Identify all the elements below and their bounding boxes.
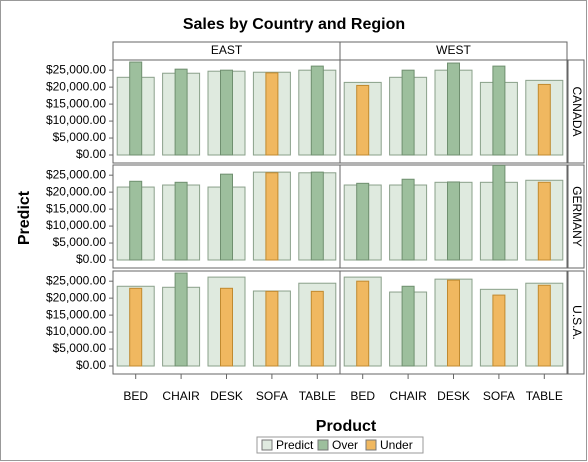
legend-label: Over: [332, 438, 358, 452]
legend-swatch: [261, 439, 273, 451]
legend-label: Under: [380, 438, 413, 452]
actual-bar: [265, 172, 279, 261]
y-tick-label: $0.00: [76, 252, 106, 266]
x-tick-label: SOFA: [483, 389, 515, 403]
y-tick-label: $10,000.00: [46, 324, 106, 338]
x-tick-label: SOFA: [256, 389, 288, 403]
actual-bar: [220, 173, 233, 261]
y-tick-label: $0.00: [76, 358, 106, 372]
x-tick-label: CHAIR: [162, 389, 200, 403]
actual-bar: [174, 181, 188, 261]
y-tick-label: $15,000.00: [46, 96, 106, 110]
actual-bar: [220, 69, 233, 156]
row-header: [567, 59, 585, 164]
y-tick-label: $5,000.00: [53, 341, 107, 355]
actual-bar: [401, 178, 415, 261]
actual-bar: [492, 65, 506, 156]
y-tick-label: $10,000.00: [46, 113, 106, 127]
actual-bar: [447, 181, 460, 261]
y-axis-title: Predict: [16, 190, 33, 245]
panel: [339, 164, 568, 269]
actual-bar: [356, 182, 370, 261]
actual-bar: [447, 279, 460, 367]
column-label: EAST: [211, 43, 243, 57]
row-header: [567, 270, 585, 375]
actual-bar: [401, 285, 415, 367]
y-tick-label: $25,000.00: [46, 167, 106, 181]
actual-bar: [492, 164, 506, 261]
actual-bar: [401, 69, 415, 156]
legend-swatch: [365, 439, 377, 451]
actual-bar: [129, 61, 143, 156]
actual-bar: [310, 65, 324, 156]
actual-bar: [492, 294, 506, 367]
x-tick-label: DESK: [210, 389, 243, 403]
x-tick-label: DESK: [437, 389, 470, 403]
y-tick-label: $5,000.00: [53, 235, 107, 249]
legend-box: [256, 436, 424, 454]
y-tick-label: $25,000.00: [46, 273, 106, 287]
chart-title: Sales by Country and Region: [183, 16, 405, 33]
legend-label: Predict: [276, 438, 314, 452]
actual-bar: [220, 287, 233, 367]
x-tick-label: TABLE: [526, 389, 563, 403]
actual-bar: [537, 284, 551, 367]
y-tick-label: $15,000.00: [46, 307, 106, 321]
actual-bar: [537, 83, 551, 156]
x-tick-label: CHAIR: [389, 389, 427, 403]
y-tick-label: $20,000.00: [46, 290, 106, 304]
actual-bar: [310, 171, 324, 261]
actual-bar: [356, 84, 370, 156]
y-tick-label: $25,000.00: [46, 62, 106, 76]
row-label: CANADA: [570, 86, 584, 136]
actual-bar: [265, 72, 279, 156]
y-tick-label: $0.00: [76, 147, 106, 161]
legend-swatch: [317, 439, 329, 451]
row-label: U.S.A.: [570, 305, 584, 340]
panel: [339, 59, 568, 164]
actual-bar: [129, 180, 143, 261]
actual-bar: [174, 68, 188, 156]
row-label: GERMANY: [570, 186, 584, 247]
x-axis-title: Product: [316, 418, 377, 435]
actual-bar: [265, 290, 279, 367]
row-header: [567, 164, 585, 269]
actual-bar: [310, 290, 324, 367]
actual-bar: [537, 181, 551, 261]
x-tick-label: TABLE: [299, 389, 336, 403]
actual-bar: [129, 287, 143, 367]
y-tick-label: $5,000.00: [53, 130, 107, 144]
y-tick-label: $15,000.00: [46, 201, 106, 215]
actual-bar: [174, 272, 188, 367]
actual-bar: [356, 280, 370, 367]
column-label: WEST: [436, 43, 471, 57]
y-tick-label: $20,000.00: [46, 184, 106, 198]
y-tick-label: $20,000.00: [46, 79, 106, 93]
x-tick-label: BED: [123, 389, 148, 403]
actual-bar: [447, 62, 460, 156]
x-tick-label: BED: [350, 389, 375, 403]
y-tick-label: $10,000.00: [46, 218, 106, 232]
